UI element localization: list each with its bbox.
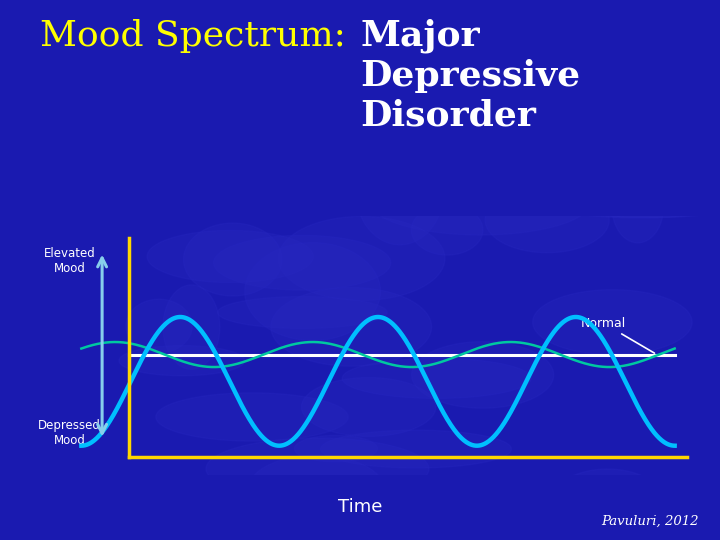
Polygon shape: [294, 435, 377, 462]
Polygon shape: [342, 359, 531, 399]
Polygon shape: [217, 519, 411, 540]
Polygon shape: [271, 287, 431, 366]
Polygon shape: [320, 430, 511, 468]
Polygon shape: [163, 285, 220, 369]
Text: Pavuluri, 2012: Pavuluri, 2012: [601, 515, 698, 528]
Polygon shape: [544, 469, 671, 540]
Text: Normal: Normal: [581, 317, 654, 353]
Polygon shape: [243, 93, 407, 203]
Polygon shape: [217, 296, 387, 328]
Polygon shape: [318, 85, 400, 196]
Polygon shape: [543, 177, 720, 218]
Polygon shape: [214, 235, 391, 290]
Polygon shape: [593, 501, 696, 540]
Polygon shape: [184, 223, 282, 296]
Polygon shape: [612, 171, 664, 243]
Polygon shape: [126, 299, 192, 353]
Polygon shape: [278, 217, 445, 300]
Polygon shape: [552, 192, 720, 218]
Polygon shape: [371, 170, 590, 235]
Polygon shape: [302, 377, 436, 436]
Polygon shape: [533, 289, 692, 355]
Polygon shape: [206, 438, 429, 500]
Text: Elevated
Mood: Elevated Mood: [44, 247, 95, 275]
Polygon shape: [194, 476, 313, 537]
Polygon shape: [485, 187, 609, 253]
Polygon shape: [119, 346, 245, 376]
Polygon shape: [55, 161, 268, 191]
Polygon shape: [173, 131, 247, 210]
Polygon shape: [411, 205, 483, 255]
Text: Time: Time: [338, 498, 382, 516]
Polygon shape: [412, 342, 554, 408]
Text: Depressed
Mood: Depressed Mood: [38, 419, 101, 447]
Polygon shape: [147, 231, 313, 282]
Polygon shape: [416, 146, 578, 201]
Polygon shape: [290, 116, 403, 172]
Polygon shape: [356, 136, 444, 245]
Polygon shape: [156, 393, 348, 441]
Polygon shape: [245, 242, 380, 340]
Text: Mood Spectrum:: Mood Spectrum:: [40, 19, 357, 53]
Polygon shape: [589, 134, 642, 217]
Text: Major
Depressive
Disorder: Major Depressive Disorder: [360, 19, 580, 132]
Polygon shape: [246, 455, 386, 529]
